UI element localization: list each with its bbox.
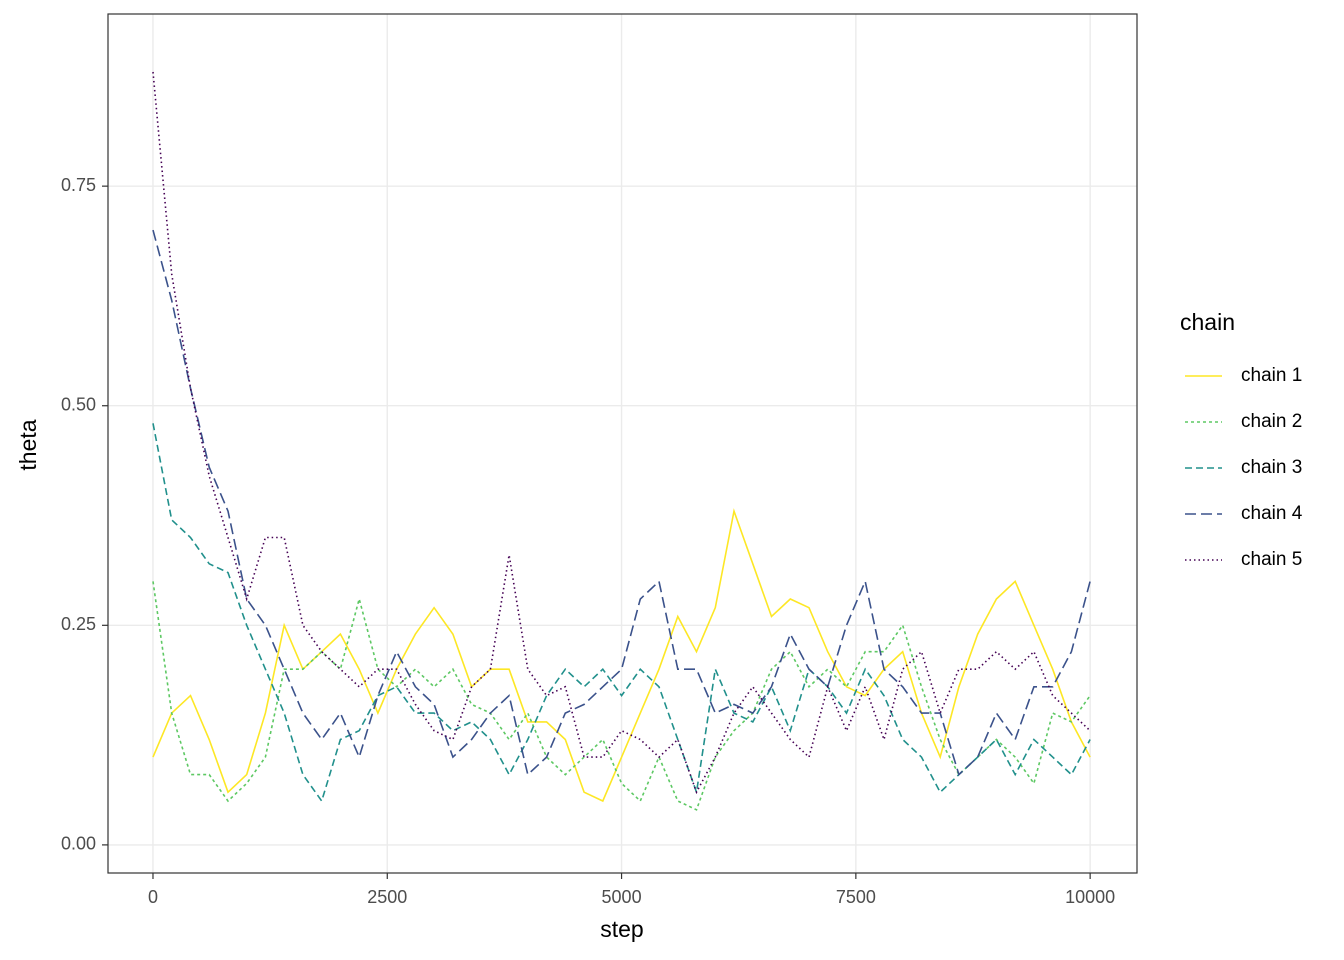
series-line <box>152 423 1091 803</box>
legend-label: chain 5 <box>1241 549 1302 570</box>
x-tick-label: 5000 <box>602 887 642 907</box>
series-line <box>152 508 1091 803</box>
x-tick-label: 7500 <box>836 887 876 907</box>
series-line <box>152 229 1091 777</box>
x-tick-label: 10000 <box>1065 887 1115 907</box>
y-axis-title: theta <box>15 419 41 470</box>
y-tick-label: 0.75 <box>61 175 96 195</box>
panel <box>108 14 1137 873</box>
grid <box>108 14 1137 873</box>
panel-border <box>107 13 1138 874</box>
axes: 0 2500 5000 7500 10000 0.00 0.25 0.50 0.75 <box>61 175 1115 907</box>
lines <box>152 71 1091 811</box>
legend-label: chain 2 <box>1241 411 1302 432</box>
y-tick-label: 0.50 <box>61 394 96 414</box>
legend-title: chain <box>1180 309 1235 335</box>
legend-label: chain 1 <box>1241 365 1302 386</box>
legend-label: chain 3 <box>1241 457 1302 478</box>
x-tick-label: 2500 <box>367 887 407 907</box>
legend: chain chain 1 chain 2 chain 3 chain 4 chain … <box>1180 309 1303 570</box>
y-tick-label: 0.25 <box>61 614 96 634</box>
legend-label: chain 4 <box>1241 503 1303 524</box>
series-line <box>152 71 1091 795</box>
x-axis-title: step <box>600 916 643 942</box>
y-tick-label: 0.00 <box>61 834 96 854</box>
x-tick-label: 0 <box>148 887 158 907</box>
